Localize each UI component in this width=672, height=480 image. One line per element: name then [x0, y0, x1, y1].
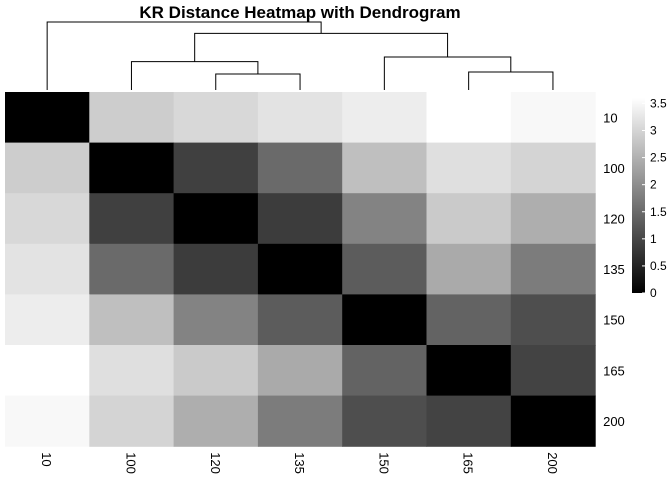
row-label: 135 — [603, 262, 625, 277]
heatmap-cell — [5, 243, 90, 295]
heatmap-cell — [5, 193, 90, 245]
dendrogram-branch — [46, 21, 322, 90]
row-label: 150 — [603, 313, 625, 328]
heatmap-cell — [426, 345, 512, 397]
heatmap-cell — [342, 92, 428, 144]
column-label: 150 — [376, 452, 391, 474]
row-label: 200 — [603, 414, 625, 429]
heatmap-cell — [173, 142, 259, 194]
dendrogram-branch — [383, 56, 512, 90]
heatmap-cell — [5, 345, 90, 397]
heatmap-cell — [342, 345, 428, 397]
dendrogram-branch — [468, 71, 554, 90]
chart-title: KR Distance Heatmap with Dendrogram — [139, 3, 460, 22]
heatmap-cell — [426, 294, 512, 346]
colorbar-tick-label: 1.5 — [650, 205, 667, 219]
column-label: 165 — [461, 452, 476, 474]
heatmap-cell — [173, 395, 259, 447]
heatmap-cell — [257, 243, 343, 295]
heatmap-cell — [257, 92, 343, 144]
row-label: 120 — [603, 212, 625, 227]
heatmap-cell — [89, 395, 175, 447]
heatmap-cell — [257, 294, 343, 346]
heatmap-cell — [342, 395, 428, 447]
heatmap-cell — [426, 395, 512, 447]
heatmap-cell — [510, 395, 596, 447]
colorbar-tick-label: 3 — [650, 124, 657, 138]
heatmap-cell — [510, 142, 596, 194]
column-label: 100 — [123, 452, 138, 474]
row-label: 100 — [603, 161, 625, 176]
heatmap-cell — [173, 193, 259, 245]
heatmap-cell — [5, 294, 90, 346]
heatmap-cell — [89, 294, 175, 346]
heatmap-cell — [510, 243, 596, 295]
heatmap-cell — [426, 92, 512, 144]
colorbar-gradient — [632, 98, 645, 293]
column-label: 200 — [545, 452, 560, 474]
row-label: 165 — [603, 363, 625, 378]
heatmap-cell — [510, 92, 596, 144]
heatmap-cell — [5, 395, 90, 447]
heatmap-cell — [5, 142, 90, 194]
heatmap-cell — [257, 193, 343, 245]
heatmap-cell — [257, 395, 343, 447]
heatmap-cell — [89, 243, 175, 295]
row-labels: 10 100 120 135 150 165 200 — [603, 110, 625, 429]
heatmap-cell — [173, 345, 259, 397]
heatmap-cell — [342, 243, 428, 295]
heatmap-cell — [257, 142, 343, 194]
colorbar-tick-label: 0 — [650, 286, 657, 300]
heatmap-cell — [510, 345, 596, 397]
colorbar-tick-label: 2 — [650, 178, 657, 192]
heatmap-cell — [510, 193, 596, 245]
column-label: 120 — [208, 452, 223, 474]
dendrogram-branch — [130, 61, 259, 90]
heatmap-cell — [89, 345, 175, 397]
column-label: 135 — [292, 452, 307, 474]
colorbar-tick-label: 3.5 — [650, 96, 667, 110]
heatmap-cell — [173, 294, 259, 346]
heatmap-cell — [173, 92, 259, 144]
heatmap-cell — [426, 193, 512, 245]
row-label: 10 — [603, 110, 617, 125]
colorbar-tick-label: 0.5 — [650, 259, 667, 273]
heatmap-cell — [5, 92, 90, 144]
heatmap-cell — [342, 142, 428, 194]
heatmap-cell — [89, 92, 175, 144]
column-dendrogram — [46, 21, 554, 90]
heatmap-cell — [426, 142, 512, 194]
heatmap-cell — [342, 193, 428, 245]
heatmap-cell — [510, 294, 596, 346]
heatmap-cells — [5, 92, 596, 447]
colorbar-tick-label: 2.5 — [650, 151, 667, 165]
heatmap-cell — [173, 243, 259, 295]
heatmap-cell — [89, 193, 175, 245]
column-labels: 10 100 120 135 150 165 200 — [39, 452, 560, 474]
heatmap-cell — [426, 243, 512, 295]
heatmap-cell — [342, 294, 428, 346]
colorbar-legend: 0 0.5 1 1.5 2 2.5 3 3.5 — [632, 96, 667, 300]
colorbar-tick-label: 1 — [650, 232, 657, 246]
dendrogram-branch — [215, 73, 301, 90]
heatmap-cell — [89, 142, 175, 194]
column-label: 10 — [39, 452, 54, 466]
heatmap-cell — [257, 345, 343, 397]
